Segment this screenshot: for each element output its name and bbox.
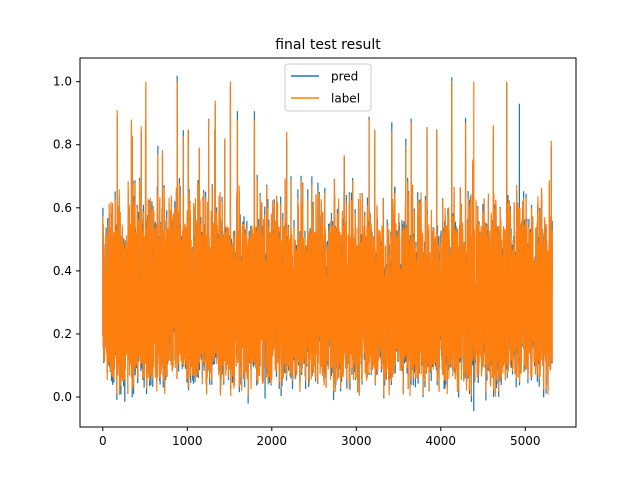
legend-label-pred: pred [331, 70, 358, 84]
y-tick-label: 0.0 [53, 390, 72, 404]
y-tick-label: 0.4 [53, 264, 72, 278]
legend-label-label: label [331, 92, 360, 106]
series-layer [102, 75, 553, 412]
y-tick-label: 0.8 [53, 138, 72, 152]
x-tick-label: 2000 [257, 434, 288, 448]
y-tick-label: 1.0 [53, 75, 72, 89]
x-tick-label: 1000 [172, 434, 203, 448]
x-tick-label: 4000 [426, 434, 457, 448]
y-tick-label: 0.6 [53, 201, 72, 215]
x-tick-label: 5000 [510, 434, 541, 448]
x-tick-label: 0 [99, 434, 107, 448]
chart-title: final test result [275, 37, 381, 53]
axes-frame [79, 57, 577, 428]
series-line-label [102, 81, 553, 397]
legend: pred label [284, 63, 372, 112]
axes-layer: 0 1000 2000 3000 4000 5000 0.0 0.2 0.4 0.6 0.8 1.0 [53, 57, 577, 448]
y-tick-label: 0.2 [53, 327, 72, 341]
x-tick-label: 3000 [341, 434, 372, 448]
